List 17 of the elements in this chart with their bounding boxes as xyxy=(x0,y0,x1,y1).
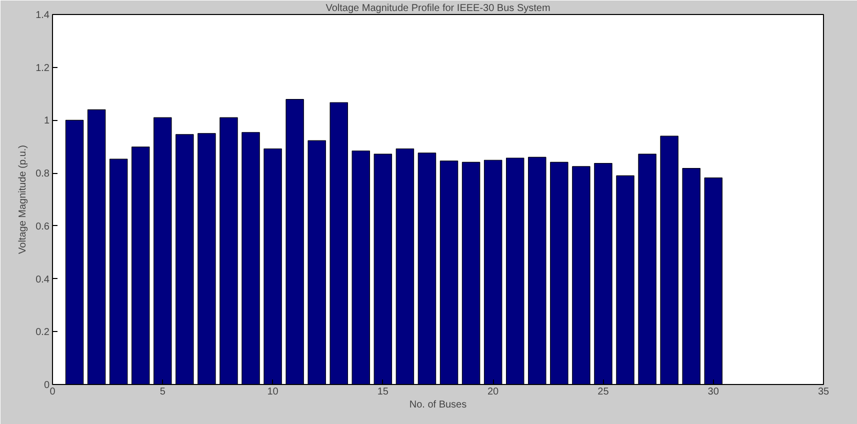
y-tick-label: 1.4 xyxy=(36,10,50,21)
x-tick-label: 30 xyxy=(708,386,720,398)
x-tick-label: 25 xyxy=(598,386,610,398)
x-tick-label: 5 xyxy=(160,386,166,398)
y-tick-label: 0.4 xyxy=(36,274,50,286)
x-tick-label: 15 xyxy=(377,386,389,398)
y-tick-label: 0.8 xyxy=(36,168,50,180)
y-tick-label: 1 xyxy=(44,116,50,127)
chart-title: Voltage Magnitude Profile for IEEE-30 Bus System xyxy=(326,3,550,14)
x-axis-title: No. of Buses xyxy=(409,400,467,410)
x-tick-label: 20 xyxy=(488,386,500,398)
y-axis-title: Voltage Magnitude (p.u.) xyxy=(18,145,29,254)
x-tick-label: 35 xyxy=(818,386,830,398)
y-tick-label: 0.6 xyxy=(36,221,50,232)
y-tick-label: 0.2 xyxy=(36,327,50,338)
y-tick-label: 1.2 xyxy=(36,62,50,74)
x-tick-label: 10 xyxy=(267,386,279,398)
